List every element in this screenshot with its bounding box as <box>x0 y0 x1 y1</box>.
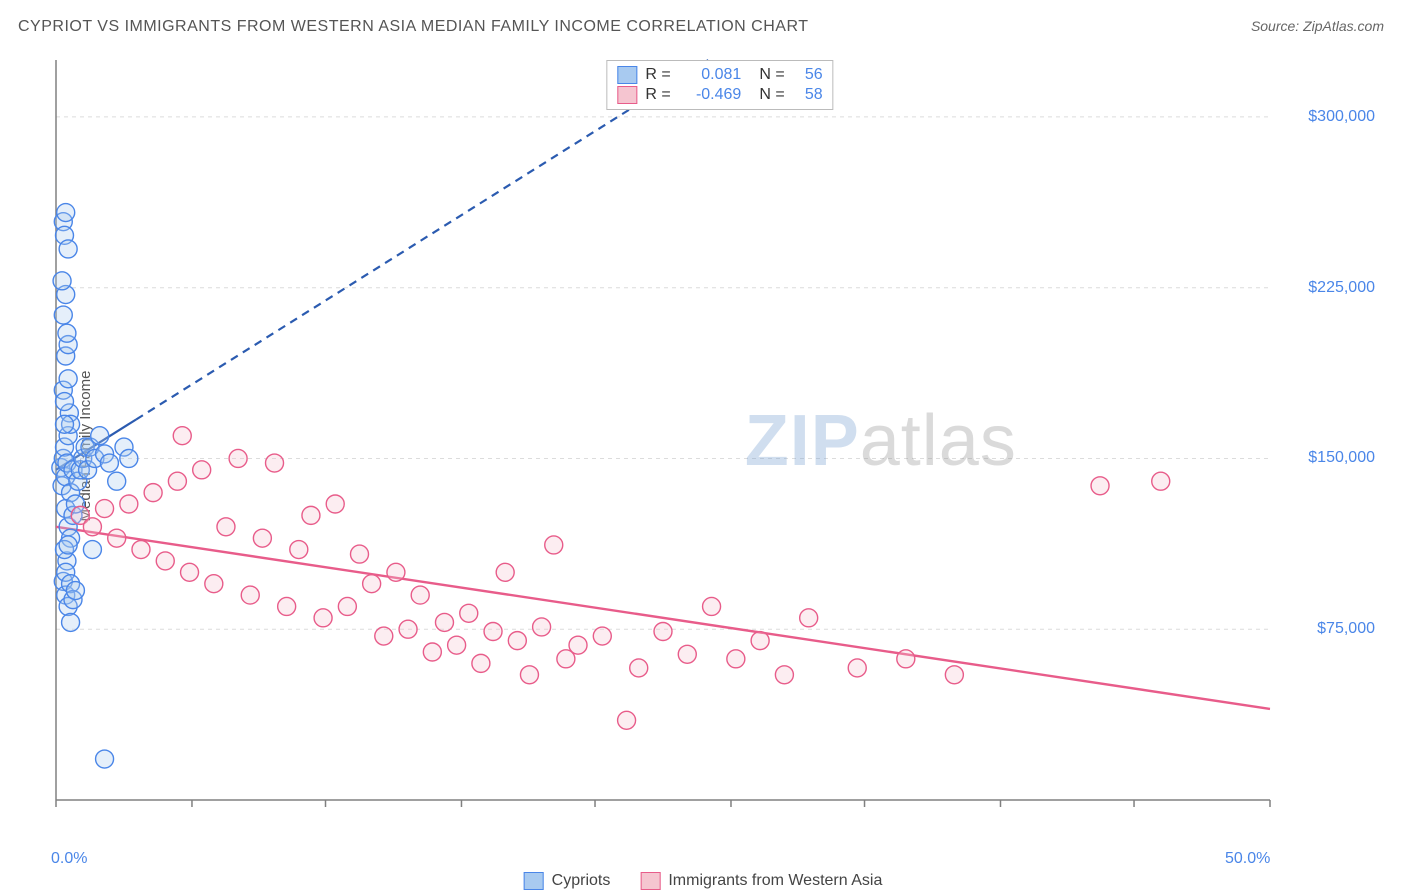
n-value-cypriots: 56 <box>793 66 823 84</box>
legend-label-immigrants: Immigrants from Western Asia <box>668 872 882 890</box>
n-value-immigrants: 58 <box>793 86 823 104</box>
r-label: R = <box>645 66 673 84</box>
scatter-plot <box>50 50 1390 840</box>
y-tick-label: $150,000 <box>1308 449 1375 467</box>
n-label: N = <box>759 66 784 84</box>
stats-row-immigrants: R = -0.469 N = 58 <box>617 85 822 105</box>
swatch-pink-icon <box>617 86 637 104</box>
legend-item-cypriots: Cypriots <box>524 872 611 890</box>
swatch-blue-icon <box>617 66 637 84</box>
y-tick-label: $300,000 <box>1308 108 1375 126</box>
x-tick-label-right: 50.0% <box>1225 850 1270 868</box>
r-value-immigrants: -0.469 <box>681 86 741 104</box>
chart-title: CYPRIOT VS IMMIGRANTS FROM WESTERN ASIA … <box>18 18 809 36</box>
swatch-pink-icon <box>640 872 660 890</box>
stats-row-cypriots: R = 0.081 N = 56 <box>617 65 822 85</box>
y-tick-label: $225,000 <box>1308 279 1375 297</box>
legend-label-cypriots: Cypriots <box>552 872 611 890</box>
legend-bottom: Cypriots Immigrants from Western Asia <box>524 872 883 890</box>
y-tick-label: $75,000 <box>1317 620 1375 638</box>
n-label: N = <box>759 86 784 104</box>
x-tick-label-left: 0.0% <box>51 850 87 868</box>
r-value-cypriots: 0.081 <box>681 66 741 84</box>
swatch-blue-icon <box>524 872 544 890</box>
source-label: Source: ZipAtlas.com <box>1251 18 1384 34</box>
chart-area: R = 0.081 N = 56 R = -0.469 N = 58 ZIPat… <box>50 50 1390 840</box>
stats-legend-box: R = 0.081 N = 56 R = -0.469 N = 58 <box>606 60 833 110</box>
r-label: R = <box>645 86 673 104</box>
legend-item-immigrants: Immigrants from Western Asia <box>640 872 882 890</box>
